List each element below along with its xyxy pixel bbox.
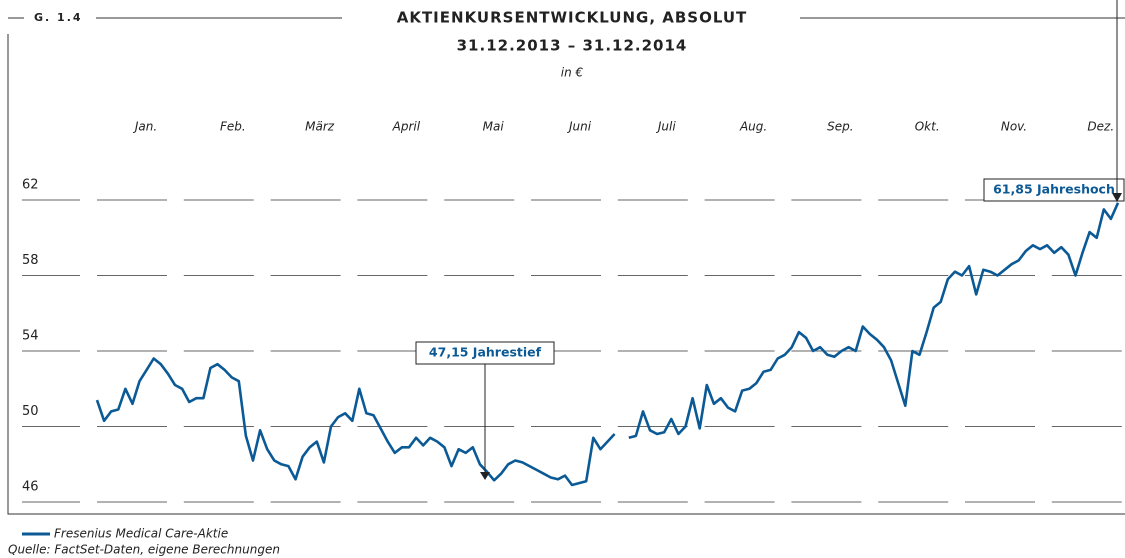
annotation-arrow <box>1112 193 1122 202</box>
annotation: 47,15 Jahrestief <box>429 345 542 360</box>
x-tick-label: Nov. <box>1001 120 1027 134</box>
y-tick-label: 50 <box>22 404 39 419</box>
x-tick-label: März <box>305 120 335 134</box>
x-tick-label: Dez. <box>1087 120 1114 134</box>
x-tick-label: Mai <box>483 120 505 134</box>
x-tick-label: Okt. <box>915 120 940 134</box>
chart-title: AKTIENKURSENTWICKLUNG, ABSOLUT <box>397 9 748 27</box>
source: Quelle: FactSet-Daten, eigene Berechnung… <box>8 543 280 557</box>
legend-label: Fresenius Medical Care-Aktie <box>54 527 228 541</box>
x-tick-label: Juni <box>567 120 592 134</box>
frame <box>7 34 1125 515</box>
chart-label: G. 1.4 <box>34 11 83 24</box>
y-tick-label: 54 <box>22 329 39 344</box>
x-tick-label: April <box>392 120 421 134</box>
annotation-arrow <box>480 472 490 480</box>
x-tick-label: Aug. <box>739 120 767 134</box>
x-tick-label: Feb. <box>220 120 246 134</box>
x-tick-label: Juli <box>656 120 676 134</box>
x-tick-label: Jan. <box>133 120 157 134</box>
line-series <box>95 202 1120 487</box>
annotation: 61,85 Jahreshoch <box>993 182 1115 197</box>
chart-subtitle: 31.12.2013 – 31.12.2014 <box>457 37 688 55</box>
y-tick-label: 46 <box>22 480 39 495</box>
unit-label: in € <box>561 66 584 80</box>
y-tick-label: 62 <box>22 178 39 193</box>
y-tick-label: 58 <box>22 253 39 268</box>
annotation-box <box>983 178 1125 202</box>
x-tick-label: Sep. <box>827 120 853 134</box>
